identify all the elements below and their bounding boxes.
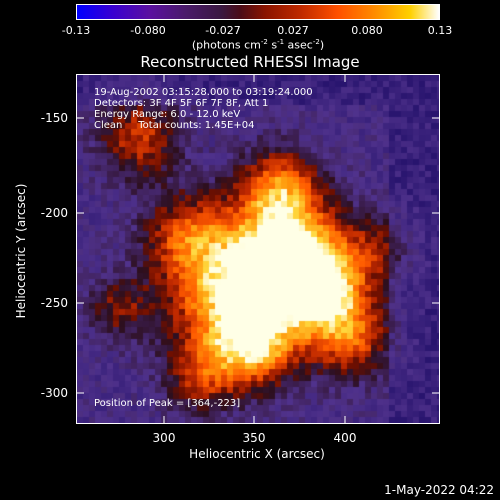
plot-title: Reconstructed RHESSI Image (140, 53, 360, 71)
colorbar-units: (photons cm-2 s-1 asec-2) (191, 38, 325, 52)
colorbar-tick-label: -0.027 (205, 24, 241, 37)
colorbar-tick-label: 0.027 (277, 24, 309, 37)
y-axis-title: Heliocentric Y (arcsec) (14, 183, 28, 319)
colorbar-tick-label: -0.080 (130, 24, 166, 37)
x-tick-label: 300 (152, 431, 176, 445)
colorbar-tick-label: 0.080 (351, 24, 383, 37)
y-tick-label: -150 (40, 111, 68, 125)
colorbar-tick-label: 0.13 (427, 24, 453, 37)
rhessi-image-map (77, 75, 439, 423)
x-tick-label: 350 (242, 431, 266, 445)
peak-position-label: Position of Peak = [364,-223] (94, 398, 241, 409)
info-energy-range: Energy Range: 6.0 - 12.0 keV (94, 109, 241, 120)
colorbar-tick-label: -0.13 (61, 24, 91, 37)
y-tick-label: -200 (40, 206, 68, 220)
info-time-range: 19-Aug-2002 03:15:28.000 to 03:19:24.000 (94, 87, 313, 98)
y-tick-label: -300 (40, 386, 68, 400)
info-total-counts: Clean Total counts: 1.45E+04 (94, 120, 255, 131)
colorbar (76, 4, 440, 20)
image-plot-area: 19-Aug-2002 03:15:28.000 to 03:19:24.000… (76, 74, 440, 424)
info-detectors: Detectors: 3F 4F 5F 6F 7F 8F, Att 1 (94, 98, 269, 109)
x-tick-label: 400 (333, 431, 357, 445)
y-tick-label: -250 (40, 296, 68, 310)
footer-timestamp: 1-May-2022 04:22 (384, 483, 494, 497)
x-axis-title: Heliocentric X (arcsec) (189, 447, 325, 461)
